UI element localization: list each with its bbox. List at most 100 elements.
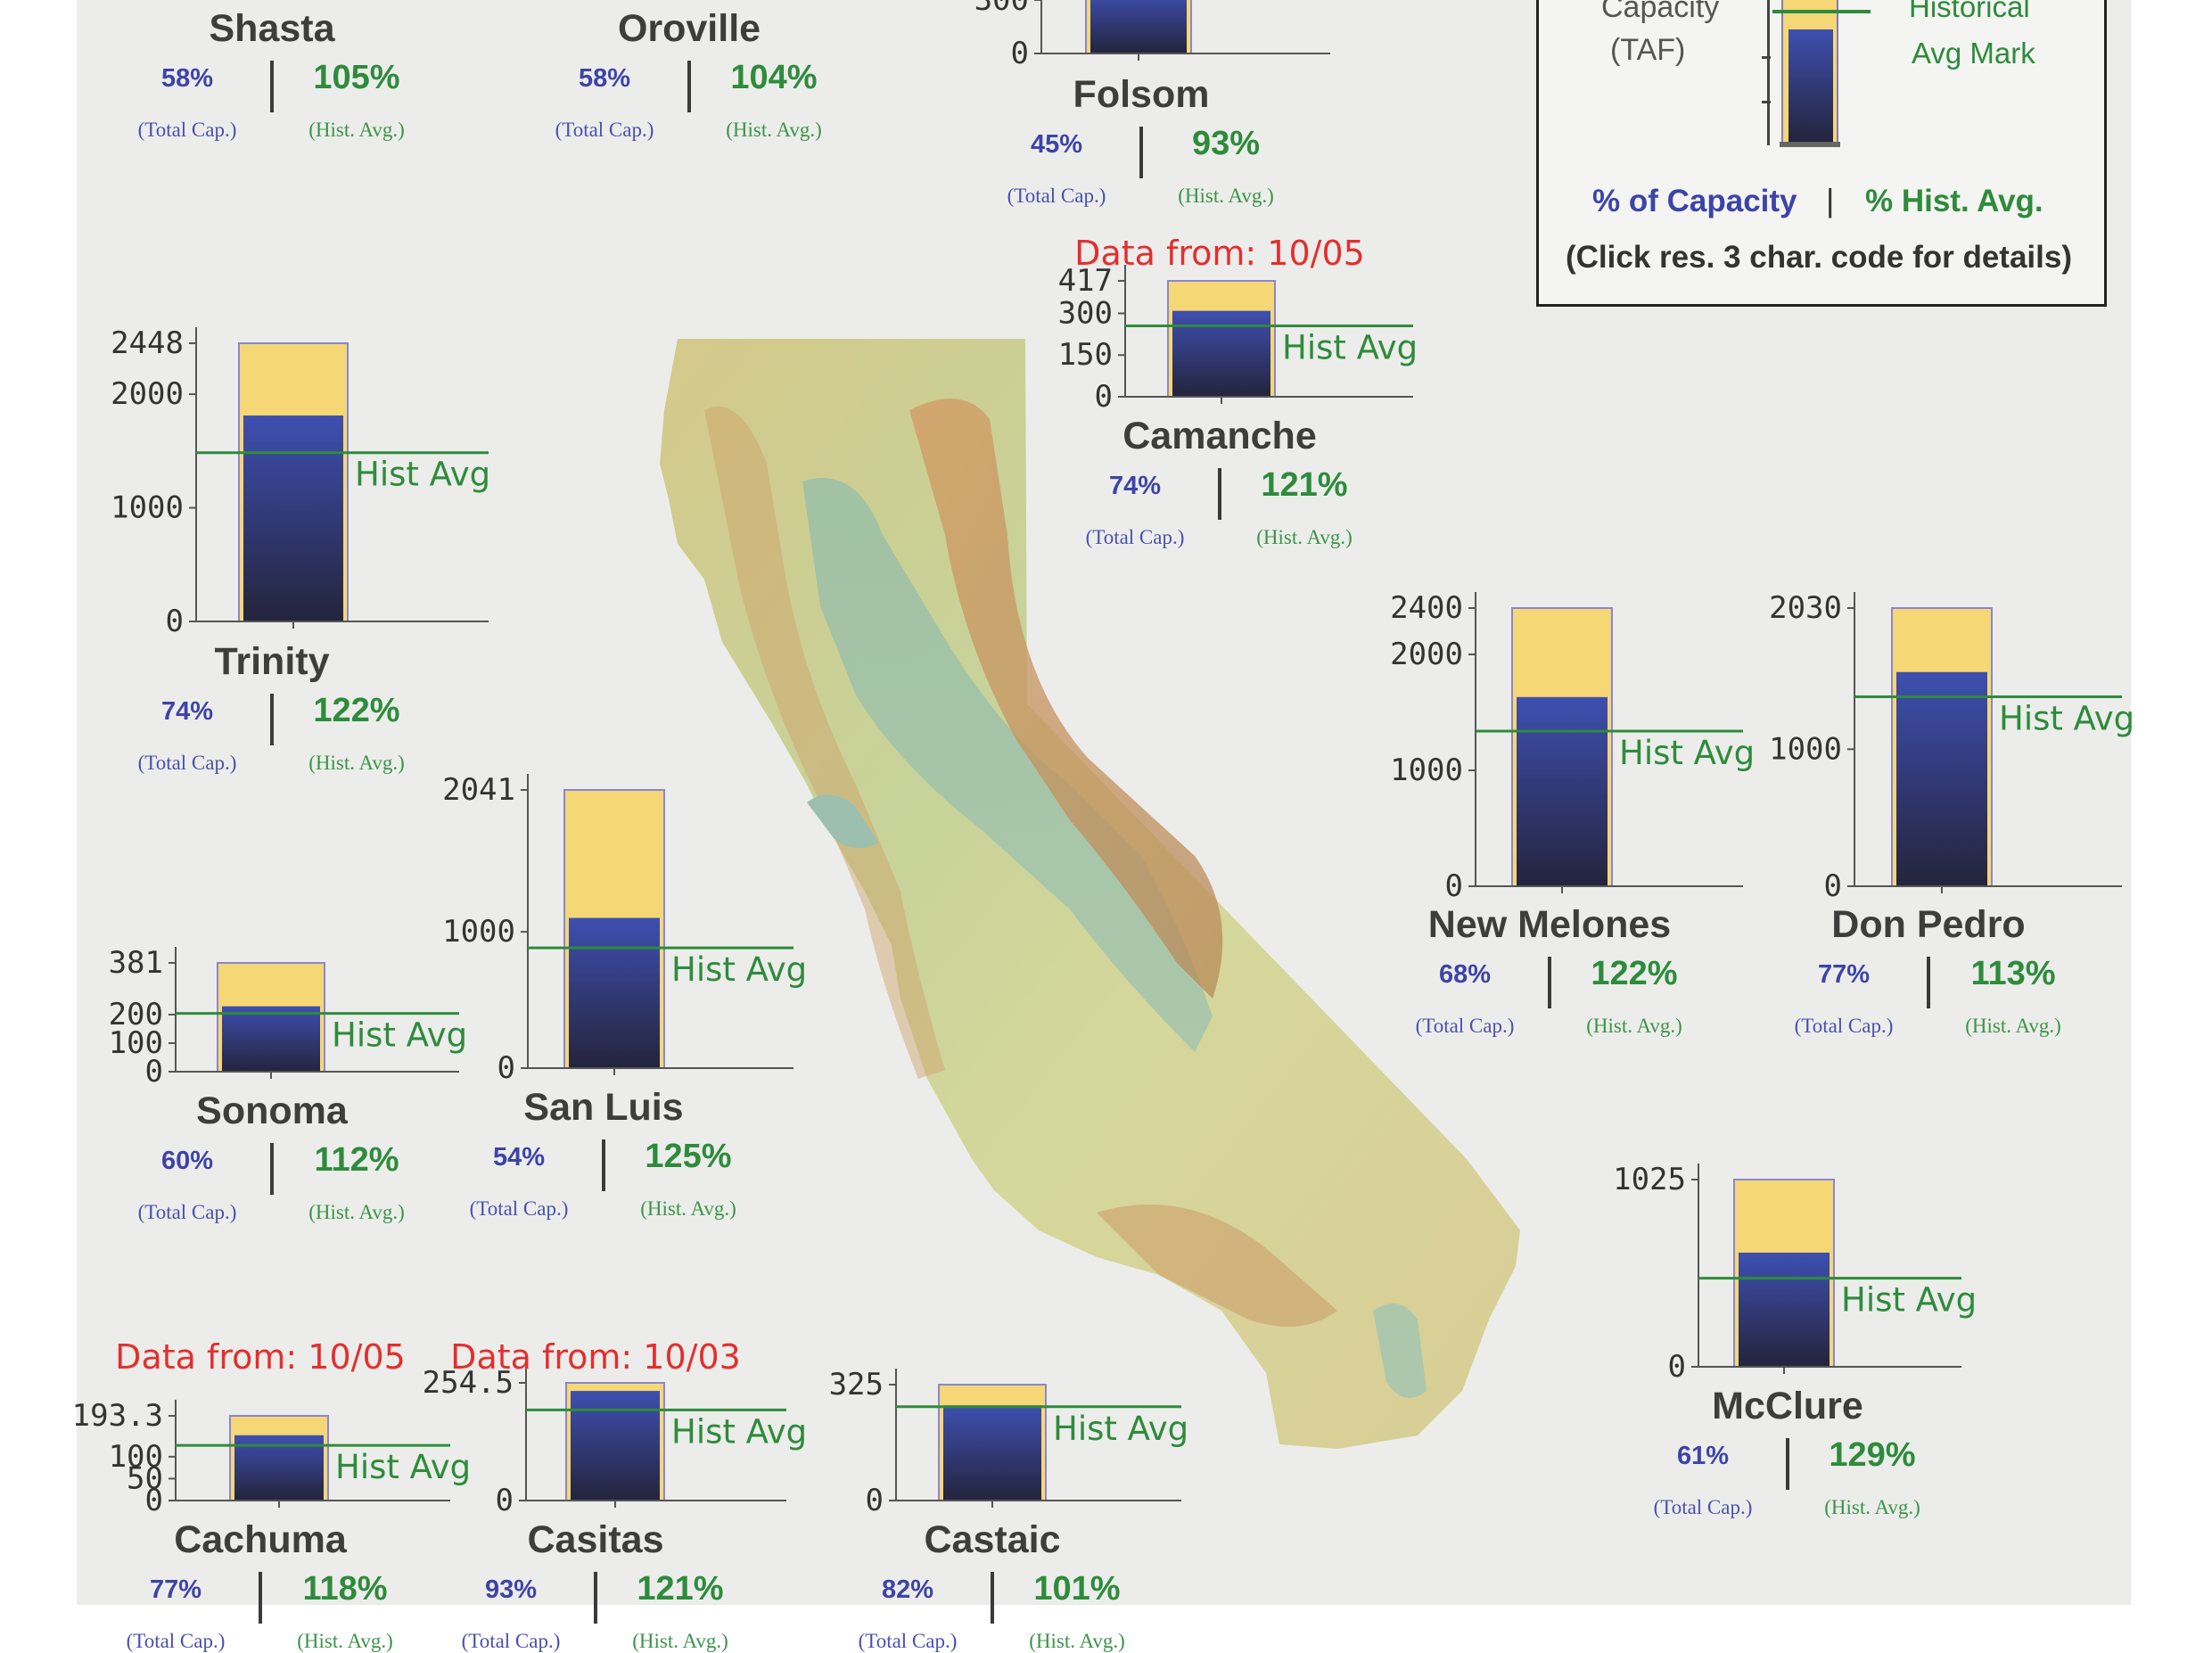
camanche-y-tick-label: 0 <box>1095 379 1113 415</box>
san_luis-pct-capacity: 54% <box>492 1143 546 1172</box>
mcclure-y-tick-label: 1025 <box>1613 1162 1686 1197</box>
sonoma-y-tick-label: 200 <box>109 997 163 1032</box>
coast-range <box>704 407 945 1079</box>
camanche-storage-bar <box>1172 310 1270 397</box>
don_pedro-y-tick-label: 1000 <box>1769 731 1842 767</box>
central-valley <box>802 478 1213 1052</box>
trinity-y-tick-label: 2000 <box>111 376 184 412</box>
folsom-y-tick-label: 0 <box>1011 36 1029 71</box>
cachuma-data-from: Data from: 10/05 <box>115 1337 406 1377</box>
sierra-nevada-range <box>909 399 1223 999</box>
new_melones-total-cap-label: (Total Cap.) <box>1415 1015 1515 1037</box>
sonoma-pct-hist-avg: 112% <box>314 1141 399 1179</box>
shasta-pct-hist-avg: 105% <box>313 59 400 96</box>
camanche-y-tick-label: 417 <box>1058 263 1113 299</box>
camanche-name: Camanche <box>1122 415 1317 457</box>
camanche-hist-avg-label: (Hist. Avg.) <box>1256 526 1353 548</box>
legend-axis-line <box>1767 0 1770 145</box>
don_pedro-chart: 2030 1000 0 Hist Avg <box>1769 590 2134 904</box>
trinity-separator <box>270 694 274 745</box>
new_melones-pct-hist-avg: 122% <box>1591 955 1678 992</box>
trinity-y-tick-label: 0 <box>166 604 184 639</box>
trinity-name: Trinity <box>214 640 330 683</box>
new_melones-name: New Melones <box>1427 903 1672 946</box>
legend-click-note: (Click res. 3 char. code for details) <box>1566 240 2072 275</box>
casitas-name: Casitas <box>527 1518 664 1561</box>
shasta-hist-avg-label: (Hist. Avg.) <box>308 119 405 141</box>
sonoma-total-cap-label: (Total Cap.) <box>137 1201 237 1223</box>
cachuma-pct-capacity: 77% <box>149 1575 202 1604</box>
don_pedro-hist-avg-text: Hist Avg <box>1999 699 2134 737</box>
camanche-data-from: Data from: 10/05 <box>1074 234 1365 273</box>
san_luis-pct-hist-avg: 125% <box>645 1138 732 1175</box>
san_luis-hist-avg-label: (Hist. Avg.) <box>640 1197 736 1220</box>
castaic-y-tick-label: 0 <box>866 1483 884 1518</box>
cachuma-name: Cachuma <box>174 1518 347 1561</box>
new_melones-hist-avg-label: (Hist. Avg.) <box>1586 1015 1682 1037</box>
oroville-total-cap-label: (Total Cap.) <box>555 119 654 141</box>
casitas-chart: 254.5 0 Hist Avg <box>423 1365 808 1518</box>
don_pedro-y-tick-label: 0 <box>1824 868 1842 904</box>
legend-historical-label: Historical <box>1909 0 2030 23</box>
oroville-separator <box>687 61 691 112</box>
don_pedro-name: Don Pedro <box>1831 903 2026 946</box>
mcclure-pct-capacity: 61% <box>1676 1442 1730 1470</box>
don_pedro-separator <box>1927 957 1930 1008</box>
folsom-hist-avg-label: (Hist. Avg.) <box>1178 185 1274 207</box>
southern-mountains <box>1097 1205 1337 1327</box>
folsom-y-tick-label: 300 <box>974 0 1029 18</box>
legend-base <box>1780 142 1840 147</box>
mcclure-name: McClure <box>1712 1385 1863 1427</box>
san_luis-hist-avg-text: Hist Avg <box>671 950 807 989</box>
trinity-y-tick-label: 1000 <box>111 490 184 526</box>
castaic-pct-hist-avg: 101% <box>1033 1570 1121 1608</box>
casitas-data-from: Data from: 10/03 <box>450 1337 741 1377</box>
new_melones-chart: 2400 2000 1000 0 Hist Avg <box>1390 590 1755 904</box>
legend-box: Capacity (TAF) Historical Avg Mark % of … <box>1536 0 2107 307</box>
mcclure-hist-avg-label: (Hist. Avg.) <box>1824 1496 1920 1518</box>
california-terrain-map <box>660 339 1520 1449</box>
trinity-pct-hist-avg: 122% <box>313 692 400 729</box>
castaic-total-cap-label: (Total Cap.) <box>858 1630 958 1652</box>
castaic-y-tick-label: 325 <box>829 1367 884 1402</box>
cachuma-hist-avg-label: (Hist. Avg.) <box>297 1630 393 1652</box>
san_luis-separator <box>602 1139 605 1191</box>
oroville-name: Oroville <box>617 7 761 50</box>
folsom-separator <box>1139 127 1143 178</box>
mcclure-y-tick-label: 0 <box>1668 1349 1686 1385</box>
trinity-y-tick-label: 2448 <box>111 325 184 361</box>
cachuma-y-tick-label: 100 <box>109 1439 163 1475</box>
casitas-y-tick-label: 0 <box>496 1483 514 1518</box>
camanche-separator <box>1218 468 1221 520</box>
mcclure-hist-avg-text: Hist Avg <box>1841 1281 1977 1320</box>
new_melones-y-tick-label: 2000 <box>1390 637 1463 672</box>
don_pedro-pct-hist-avg: 113% <box>1970 955 2056 992</box>
sonoma-separator <box>270 1143 274 1195</box>
trinity-hist-avg-text: Hist Avg <box>355 456 490 494</box>
trinity-total-cap-label: (Total Cap.) <box>137 752 237 774</box>
san_luis-y-tick-label: 2041 <box>442 772 515 808</box>
mcclure-chart: 1025 0 Hist Avg <box>1613 1162 1977 1385</box>
cachuma-hist-avg-text: Hist Avg <box>335 1448 471 1486</box>
new_melones-y-tick-label: 2400 <box>1390 590 1463 626</box>
cachuma-y-tick-label: 0 <box>145 1483 163 1518</box>
mcclure-storage-bar <box>1739 1252 1830 1367</box>
new_melones-y-tick-label: 1000 <box>1390 752 1463 788</box>
castaic-chart: 325 0 Hist Avg <box>829 1367 1189 1518</box>
new_melones-hist-avg-text: Hist Avg <box>1619 734 1755 772</box>
new_melones-separator <box>1548 957 1551 1008</box>
sonoma-y-tick-label: 0 <box>145 1054 163 1090</box>
folsom-storage-bar <box>1090 0 1187 53</box>
oroville-pct-capacity: 58% <box>578 64 631 93</box>
mcclure-pct-hist-avg: 129% <box>1829 1436 1916 1474</box>
legend-avg-mark-label: Avg Mark <box>1912 37 2035 70</box>
new_melones-storage-bar <box>1517 696 1608 886</box>
casitas-hist-avg-label: (Hist. Avg.) <box>632 1630 728 1652</box>
casitas-y-tick-label: 254.5 <box>423 1365 514 1401</box>
folsom-chart: 300 0 <box>974 0 1330 71</box>
reservoir-map: 300 0 417 300 150 0 Hist Avg 2448 2000 1000 0 Hist … <box>72 0 2134 1652</box>
trinity-chart: 2448 2000 1000 0 Hist Avg <box>111 325 490 639</box>
new_melones-y-tick-label: 0 <box>1445 868 1463 904</box>
castaic-name: Castaic <box>924 1518 1061 1561</box>
